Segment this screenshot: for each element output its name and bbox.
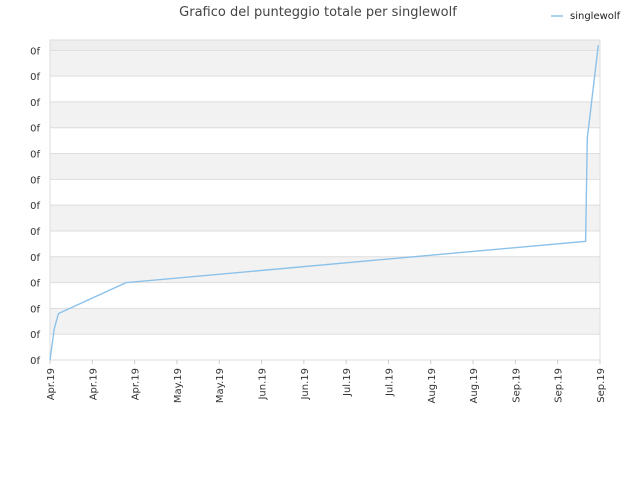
plot-band xyxy=(50,205,600,231)
plot-band xyxy=(50,282,600,309)
x-tick-label: Sep.19 xyxy=(511,368,522,403)
x-tick-label: Apr.19 xyxy=(88,368,99,400)
y-tick-label: 0f xyxy=(30,98,40,109)
y-tick-label: 0f xyxy=(30,227,40,238)
plot-band xyxy=(50,308,600,335)
y-tick-label: 0f xyxy=(30,150,40,161)
y-axis: 0f 0f 0f 0f 0f 0f 0f 0f 0f 0f 0f 0f 0f xyxy=(30,46,40,367)
y-tick-label: 0f xyxy=(30,304,40,315)
x-tick-label: Aug.19 xyxy=(469,368,480,403)
y-tick-label: 0f xyxy=(30,46,40,57)
plot-frame xyxy=(49,39,601,361)
plot-background xyxy=(49,39,601,361)
plot-band xyxy=(50,76,600,102)
x-tick-label: Jun.19 xyxy=(258,368,269,401)
x-tick-label: Sep.19 xyxy=(596,368,607,403)
x-tick-label: Sep.19 xyxy=(554,368,565,403)
x-tick-label: Jul.19 xyxy=(384,368,395,397)
y-tick-label: 0f xyxy=(30,356,40,367)
plot-band xyxy=(50,50,600,77)
legend-label: singlewolf xyxy=(570,11,621,22)
x-tick-label: Apr.19 xyxy=(46,368,57,400)
plot-band xyxy=(50,230,600,257)
plot-band xyxy=(50,256,600,283)
y-tick-label: 0f xyxy=(30,330,40,341)
x-tick-label: Jul.19 xyxy=(342,368,353,397)
plot-band xyxy=(50,40,600,51)
plot-band xyxy=(50,153,600,180)
y-tick-label: 0f xyxy=(30,279,40,290)
plot-band xyxy=(50,127,600,154)
series-line-singlewolf xyxy=(49,45,599,361)
x-tick-label: Jun.19 xyxy=(300,368,311,401)
x-axis: Apr.19 Apr.19 Apr.19 May.19 May.19 Jun.19 Jun.… xyxy=(46,360,607,403)
y-tick-label: 0f xyxy=(30,124,40,135)
y-tick-label: 0f xyxy=(30,201,40,212)
y-tick-label: 0f xyxy=(30,175,40,186)
series-group xyxy=(49,45,599,361)
x-tick-label: May.19 xyxy=(215,368,226,403)
legend: singlewolf xyxy=(551,11,621,22)
plot-band xyxy=(50,101,600,128)
x-tick-label: Apr.19 xyxy=(131,368,142,400)
x-tick-label: Aug.19 xyxy=(427,368,438,403)
chart-title: Grafico del punteggio totale per singlew… xyxy=(179,5,457,20)
plot-band xyxy=(50,334,600,360)
plot-band xyxy=(50,179,600,206)
x-tick-label: May.19 xyxy=(173,368,184,403)
y-tick-label: 0f xyxy=(30,253,40,264)
y-tick-label: 0f xyxy=(30,72,40,83)
